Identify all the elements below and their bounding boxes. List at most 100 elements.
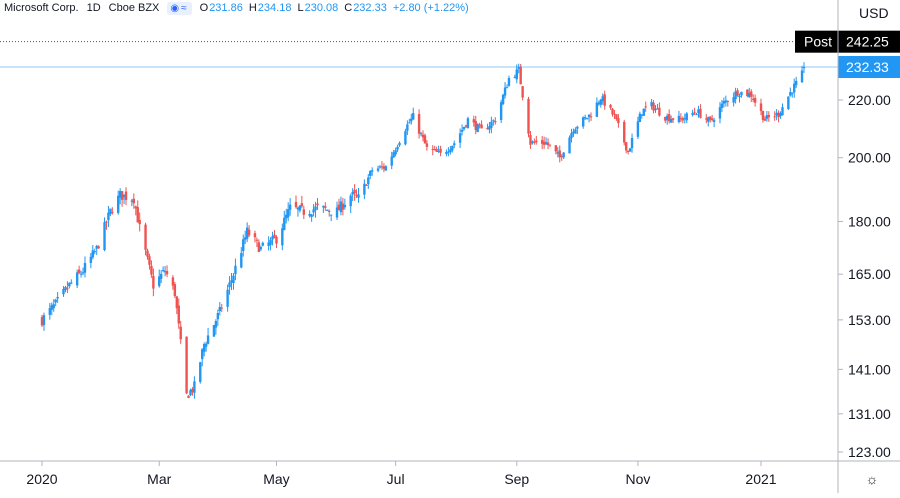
candle: [351, 188, 354, 202]
candle: [656, 103, 659, 110]
visibility-toggle[interactable]: ◉ ≈: [167, 1, 192, 15]
candle-body: [527, 98, 530, 134]
candle-body: [705, 118, 708, 120]
candle-body: [683, 118, 687, 120]
candle-body: [666, 115, 669, 121]
x-tick-label: Sep: [504, 471, 529, 487]
candle-body: [193, 381, 196, 393]
candle-body: [288, 204, 292, 210]
candle-body: [617, 118, 620, 124]
candle-body: [48, 308, 52, 315]
candle-body: [458, 133, 462, 143]
candle: [478, 122, 481, 129]
candle-body: [253, 233, 257, 238]
candle: [709, 116, 712, 123]
candle-body: [83, 263, 87, 273]
candle: [281, 223, 284, 251]
candle: [476, 123, 479, 133]
candle: [376, 165, 380, 173]
candle-body: [582, 117, 585, 127]
candle-body: [343, 204, 347, 208]
candle: [202, 342, 206, 357]
candle-body: [503, 87, 507, 96]
candle: [253, 230, 257, 243]
candle: [507, 75, 511, 87]
close-key: C: [344, 2, 353, 14]
candle-body: [95, 245, 98, 249]
candle-body: [81, 272, 85, 274]
candle-body: [759, 103, 763, 112]
candle: [216, 309, 220, 326]
last-price-badge: 232.33: [838, 55, 900, 78]
candle-body: [779, 113, 782, 116]
candle-body: [136, 207, 139, 223]
gear-icon[interactable]: ☼: [866, 471, 879, 487]
candle-body: [40, 317, 44, 326]
candle: [681, 116, 685, 124]
candle: [122, 194, 126, 204]
candle: [353, 184, 356, 201]
candle: [492, 119, 495, 126]
candle-body: [138, 219, 141, 225]
candle: [134, 205, 137, 216]
eye-icon: ◉: [170, 2, 180, 14]
candle: [93, 248, 96, 255]
candle: [433, 145, 436, 151]
candle: [214, 319, 218, 335]
candle: [652, 100, 655, 114]
candle: [165, 265, 169, 278]
candle-body: [572, 131, 575, 134]
candle: [396, 144, 399, 153]
candle-body: [245, 227, 249, 239]
candle-body: [513, 77, 517, 79]
candle: [759, 98, 763, 116]
candle-body: [177, 305, 180, 324]
candle: [638, 111, 642, 123]
candle: [554, 145, 558, 155]
interval-label[interactable]: 1D: [86, 2, 101, 14]
candle: [228, 276, 231, 295]
symbol-name[interactable]: Microsoft Corp.: [4, 2, 79, 14]
candle-body: [658, 107, 661, 116]
low-value: 230.08: [304, 2, 339, 14]
candle: [232, 273, 235, 290]
candle-body: [89, 256, 93, 263]
candle: [148, 253, 151, 270]
candle-body: [351, 191, 354, 195]
candle: [328, 209, 331, 217]
candle: [261, 241, 264, 247]
candle: [175, 295, 179, 315]
x-tick-label: May: [263, 471, 289, 487]
candle-body: [257, 242, 261, 252]
candle: [583, 114, 587, 120]
candle: [111, 207, 114, 215]
candle-body: [404, 131, 407, 145]
candle: [712, 117, 716, 128]
candle: [453, 140, 456, 149]
candle: [685, 111, 688, 124]
candle: [556, 146, 560, 158]
candle: [343, 198, 347, 210]
candle: [285, 208, 288, 224]
candle-body: [583, 117, 587, 119]
candle: [517, 63, 520, 74]
candle: [337, 198, 341, 211]
candle-body: [314, 206, 317, 211]
candle-body: [392, 152, 395, 158]
candle: [734, 87, 737, 104]
candle: [243, 230, 247, 244]
candle: [48, 302, 52, 320]
candle-body: [691, 112, 694, 116]
candle-body: [531, 141, 534, 144]
candle: [451, 145, 454, 153]
candle: [136, 200, 139, 223]
candle: [66, 281, 69, 294]
candle: [654, 105, 657, 113]
candle: [245, 222, 249, 243]
candle-body: [218, 306, 221, 312]
candle: [357, 188, 360, 203]
candle: [378, 164, 382, 169]
candle-body: [460, 129, 464, 132]
